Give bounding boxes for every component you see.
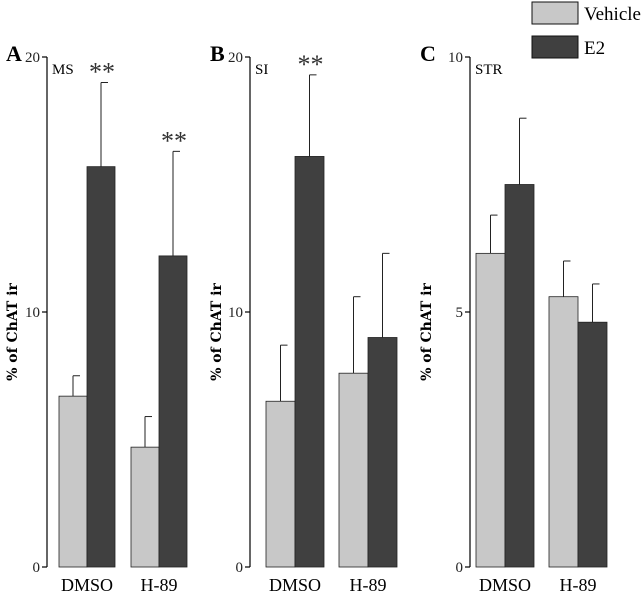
legend-label-e2: E2 — [584, 38, 605, 59]
bar-vehicle-h-89 — [338, 372, 369, 568]
panel-region-label: SI — [255, 62, 268, 78]
category-label: H-89 — [560, 575, 597, 595]
y-axis-label: % of ChAT ir — [419, 282, 435, 380]
bar-e2-dmso — [294, 156, 325, 568]
significance-marker: ** — [298, 50, 324, 79]
bar-e2-h-89 — [577, 321, 608, 568]
panel-letter: C — [420, 41, 436, 66]
y-tick-label: 20 — [25, 50, 40, 66]
y-tick-label: 10 — [25, 305, 40, 321]
category-label: H-89 — [141, 575, 178, 595]
category-label: H-89 — [350, 575, 387, 595]
panel-letter: A — [6, 41, 22, 66]
legend: Vehicle E2 — [531, 1, 641, 59]
panel-region-label: MS — [52, 62, 74, 78]
category-label: DMSO — [269, 575, 321, 595]
y-tick-label: 0 — [456, 560, 464, 576]
bar-vehicle-dmso — [475, 252, 506, 568]
significance-marker: ** — [161, 126, 187, 155]
y-tick-label: 0 — [236, 560, 244, 576]
y-tick-label: 20 — [228, 50, 243, 66]
panel-region-label: STR — [475, 62, 503, 78]
y-axis-label: % of ChAT ir — [5, 282, 21, 380]
significance-marker: ** — [89, 58, 115, 87]
legend-swatch-vehicle — [531, 1, 579, 25]
y-axis-label: % of ChAT ir — [209, 282, 225, 380]
bar-e2-h-89 — [367, 337, 398, 568]
bar-vehicle-h-89 — [548, 296, 579, 568]
y-tick-label: 5 — [456, 305, 464, 321]
panel-b: 0 10 20B SI % of ChAT ir DMSO H-89 ** — [209, 41, 398, 595]
bar-e2-dmso — [86, 166, 116, 568]
panel-a: 0 10 20A MS % of ChAT ir DMSO H-89 ** ** — [5, 41, 188, 595]
y-tick-label: 10 — [448, 50, 463, 66]
panel-c: 0 5 10 C STR % of ChAT ir DMSO H-89 — [419, 41, 608, 595]
bar-vehicle-h-89 — [130, 446, 160, 568]
legend-label-vehicle: Vehicle — [584, 4, 641, 25]
panel-letter: B — [210, 41, 225, 66]
bar-vehicle-dmso — [58, 395, 88, 568]
y-tick-label: 0 — [33, 560, 41, 576]
legend-swatch-e2 — [531, 35, 579, 59]
bar-vehicle-dmso — [265, 400, 296, 568]
category-label: DMSO — [479, 575, 531, 595]
y-tick-label: 10 — [228, 305, 243, 321]
bar-e2-dmso — [504, 184, 535, 568]
category-label: DMSO — [61, 575, 113, 595]
bar-e2-h-89 — [158, 255, 188, 568]
